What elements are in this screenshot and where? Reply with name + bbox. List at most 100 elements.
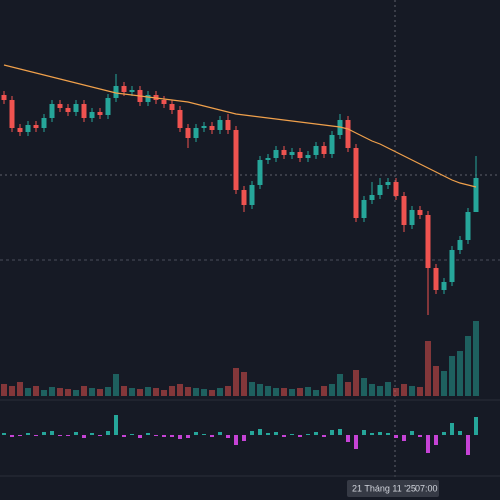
candle-body: [273, 150, 279, 158]
volume-bar: [385, 382, 391, 396]
volume-bar: [337, 374, 343, 396]
candle-body: [113, 86, 119, 98]
volume-bar: [273, 388, 279, 396]
candle-body: [385, 182, 391, 185]
candle-body: [449, 250, 455, 282]
volume-bar: [249, 382, 255, 396]
volume-bar: [393, 388, 399, 396]
indicator-bar: [466, 435, 470, 455]
candle-body: [313, 146, 319, 155]
volume-bar: [1, 384, 7, 396]
volume-bar: [345, 382, 351, 396]
volume-bar: [329, 384, 335, 396]
volume-bar: [153, 388, 159, 396]
candle-body: [465, 212, 471, 240]
candle-body: [41, 118, 47, 128]
crosshair-time: 07:00: [415, 483, 438, 493]
volume-bar: [25, 388, 31, 396]
candle-body: [193, 128, 199, 138]
candle-body: [33, 125, 39, 128]
volume-bar: [81, 386, 87, 396]
volume-bar: [217, 388, 223, 396]
volume-bar: [185, 387, 191, 396]
volume-bar: [265, 386, 271, 396]
candle-body: [289, 152, 295, 155]
indicator-bar: [290, 434, 294, 435]
indicator-bar: [434, 435, 438, 445]
candle-body: [201, 126, 207, 128]
indicator-bar: [66, 435, 70, 436]
candle-body: [345, 120, 351, 148]
indicator-bar: [122, 435, 126, 437]
candle-body: [65, 108, 71, 112]
indicator-bar: [170, 435, 174, 437]
volume-bar: [177, 384, 183, 396]
indicator-bar: [306, 434, 310, 435]
indicator-bar: [386, 433, 390, 435]
volume-bar: [401, 384, 407, 396]
candle-body: [57, 104, 63, 108]
candle-body: [241, 190, 247, 205]
indicator-bar: [322, 435, 326, 437]
candle-body: [425, 215, 431, 268]
indicator-bar: [330, 430, 334, 435]
indicator-bar: [394, 435, 398, 438]
candle-body: [369, 195, 375, 200]
volume-bar: [241, 372, 247, 396]
indicator-bar: [138, 435, 142, 438]
indicator-bar: [410, 431, 414, 435]
volume-bar: [113, 374, 119, 396]
volume-bar: [313, 390, 319, 396]
candle-body: [321, 146, 327, 154]
indicator-bar: [402, 435, 406, 441]
moving-average: [3, 64, 477, 188]
indicator-bar: [266, 433, 270, 435]
indicator-bar: [298, 435, 302, 437]
indicator-bar: [114, 415, 118, 435]
indicator-bar: [226, 435, 230, 438]
candle-body: [1, 95, 7, 100]
indicator-bar: [346, 435, 350, 442]
volume-bar: [17, 382, 23, 396]
indicator-bar: [130, 434, 134, 435]
indicator-bar: [354, 435, 358, 449]
indicator-bar: [146, 433, 150, 435]
candle-body: [225, 120, 231, 130]
volume-bar: [9, 386, 15, 396]
candle-body: [73, 104, 79, 112]
candle-body: [305, 155, 311, 158]
volume-bar: [473, 321, 479, 396]
indicator-bar: [18, 435, 22, 436]
indicator-bar: [2, 433, 6, 435]
candle-body: [17, 128, 23, 132]
volume-bar: [369, 384, 375, 396]
indicator-bar: [202, 434, 206, 435]
candle-body: [209, 126, 215, 130]
volume-bar: [209, 390, 215, 396]
candle-body: [281, 150, 287, 155]
volume-bar: [409, 386, 415, 396]
volume-bar: [465, 336, 471, 396]
volume-bar: [57, 388, 63, 396]
volume-bar: [49, 387, 55, 396]
candle-body: [89, 112, 95, 118]
indicator-bar: [106, 431, 110, 435]
indicator-bar: [450, 423, 454, 435]
volume-bar: [377, 386, 383, 396]
indicator-bar: [162, 435, 166, 437]
indicator-bar: [234, 435, 238, 445]
indicator-bar: [154, 435, 158, 436]
volume-bar: [201, 389, 207, 396]
candle-body: [81, 104, 87, 118]
candle-body: [353, 148, 359, 218]
indicator-bar: [10, 435, 14, 437]
candle-body: [401, 196, 407, 225]
volume-bar: [89, 388, 95, 396]
candle-body: [249, 185, 255, 205]
candle-body: [169, 104, 175, 110]
indicator-bar: [218, 432, 222, 435]
indicator-bar: [314, 432, 318, 435]
candle-body: [457, 240, 463, 250]
